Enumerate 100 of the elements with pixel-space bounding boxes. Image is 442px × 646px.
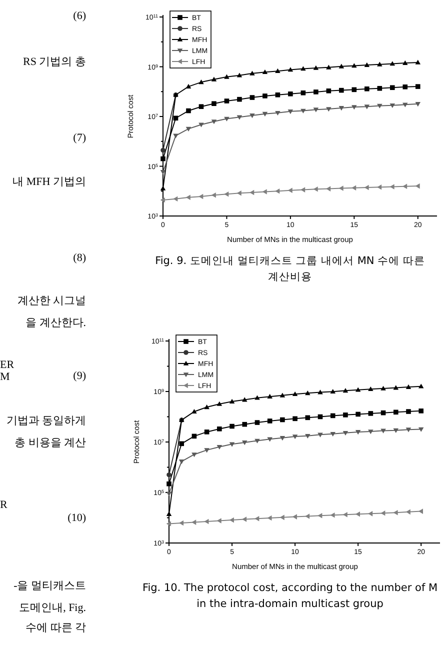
point: [254, 420, 260, 425]
point: [217, 426, 222, 432]
point: [173, 134, 178, 138]
point: [393, 428, 399, 433]
point: [292, 434, 298, 440]
point: [216, 444, 222, 450]
point: [326, 88, 332, 94]
point: [368, 411, 374, 416]
point: [406, 428, 412, 432]
text: 을 계산한다.: [26, 317, 86, 329]
point: [393, 410, 398, 415]
point: [254, 438, 260, 444]
point: [198, 194, 204, 200]
point: [326, 186, 331, 192]
point: [292, 391, 298, 396]
text: 총 비용을 계산: [14, 437, 86, 449]
point: [415, 84, 420, 89]
text: ER: [0, 359, 15, 371]
text: (9): [73, 370, 86, 382]
point: [204, 430, 210, 434]
point: [318, 513, 322, 518]
point: [224, 191, 229, 197]
point: [267, 418, 272, 424]
point: [186, 194, 190, 200]
point: [393, 385, 399, 390]
point: [313, 186, 318, 192]
point: [262, 112, 268, 116]
point: [178, 520, 184, 526]
point: [355, 387, 361, 392]
point: [339, 88, 344, 93]
point: [250, 190, 254, 196]
point: [288, 67, 294, 72]
point: [254, 395, 260, 400]
point: [364, 86, 370, 92]
point: [300, 66, 306, 71]
point: [198, 80, 204, 84]
point: [368, 386, 374, 392]
point: [262, 94, 268, 98]
point: [275, 188, 280, 194]
point: [356, 412, 360, 417]
point: [352, 105, 357, 110]
text: M: [0, 371, 10, 383]
point: [326, 107, 332, 112]
point: [211, 76, 217, 82]
point: [318, 390, 323, 394]
point: [390, 61, 396, 66]
point: [280, 392, 286, 398]
point: [352, 63, 357, 68]
point: [229, 398, 235, 404]
point: [173, 116, 178, 121]
point: [192, 520, 196, 525]
point: [242, 397, 248, 402]
point: [198, 104, 204, 109]
point: [216, 518, 222, 524]
point: [338, 186, 344, 191]
point: [418, 408, 424, 414]
point: [262, 69, 268, 74]
point: [204, 448, 210, 453]
point: [192, 408, 197, 414]
point: [250, 95, 255, 100]
point: [377, 86, 382, 91]
point: [236, 72, 242, 78]
point: [166, 472, 172, 478]
point: [318, 432, 323, 438]
point: [211, 120, 217, 124]
text: 내 MFH 기법의: [12, 176, 86, 188]
point: [377, 62, 382, 66]
point: [229, 517, 234, 523]
text: -을 멀티캐스트: [14, 580, 86, 592]
point: [275, 68, 280, 73]
point: [300, 187, 306, 192]
text: (10): [68, 512, 86, 524]
text: 기법과 동일하게: [6, 415, 86, 427]
text: 계산한 시그널: [17, 295, 86, 307]
caption: Fig. 9. 도메인내 멀티캐스트 그룹 내에서 MN 수에 따른 계산비용: [155, 255, 425, 283]
point: [343, 412, 348, 418]
point: [224, 116, 230, 122]
point: [224, 74, 230, 79]
point: [364, 62, 370, 67]
point: [288, 92, 293, 96]
point: [288, 110, 294, 114]
point: [364, 104, 370, 110]
point: [368, 511, 373, 516]
point: [314, 90, 318, 94]
point: [216, 401, 222, 406]
point: [178, 460, 184, 464]
point: [236, 190, 242, 196]
point: [250, 70, 255, 76]
point: [160, 197, 165, 203]
text: (7): [73, 132, 86, 144]
point: [390, 85, 395, 90]
point: [342, 512, 348, 518]
point: [300, 90, 306, 96]
point: [160, 170, 166, 175]
point: [254, 516, 260, 522]
point: [402, 102, 408, 108]
point: [338, 64, 344, 68]
point: [418, 384, 424, 388]
point: [230, 424, 234, 429]
text: (8): [73, 252, 86, 264]
